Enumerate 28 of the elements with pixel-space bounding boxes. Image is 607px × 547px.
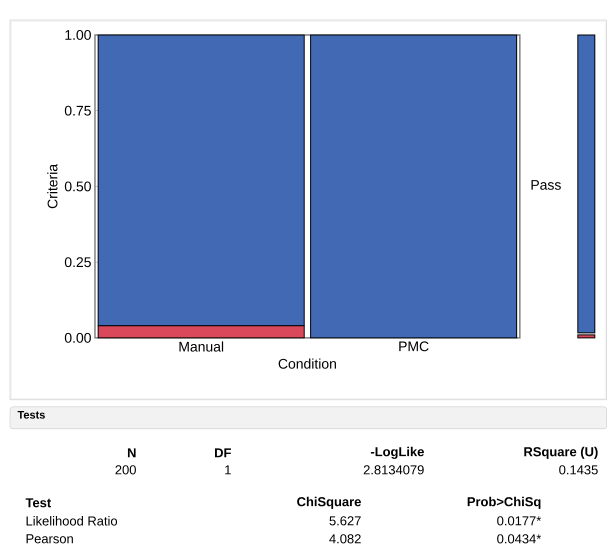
text: 0.0434*	[497, 534, 542, 544]
x-tick-label: PMC	[399, 341, 429, 352]
text: DF	[215, 448, 231, 458]
text: 0.1435	[559, 465, 598, 475]
text: N	[128, 448, 136, 458]
text: Likelihood Ratio	[26, 516, 118, 526]
y-tick-label: 0.50	[64, 182, 91, 192]
text: ChiSquare	[297, 496, 361, 509]
series-label: Pass	[531, 180, 561, 190]
text: Tests	[18, 411, 45, 419]
text: 4.082	[329, 534, 361, 544]
text: -LogLike	[370, 446, 424, 460]
text: Test	[26, 498, 52, 508]
text: 200	[115, 465, 136, 475]
text: RSquare (U)	[524, 446, 598, 459]
y-axis-title: Criteria	[47, 164, 58, 208]
text: Pearson	[26, 534, 73, 544]
text: 5.627	[329, 516, 361, 526]
y-tick-label: 0.75	[64, 106, 91, 116]
text: Prob>ChiSq	[468, 496, 540, 509]
text: 0.0177*	[497, 516, 542, 526]
x-axis-title: Condition	[278, 358, 336, 369]
y-tick-label: 0.25	[64, 257, 91, 268]
text: 2.8134079	[364, 465, 424, 475]
y-tick-label: 0.00	[64, 333, 91, 343]
x-tick-label: Manual	[179, 341, 224, 352]
y-tick-label: 1.00	[65, 30, 91, 40]
text: 1	[225, 465, 231, 474]
